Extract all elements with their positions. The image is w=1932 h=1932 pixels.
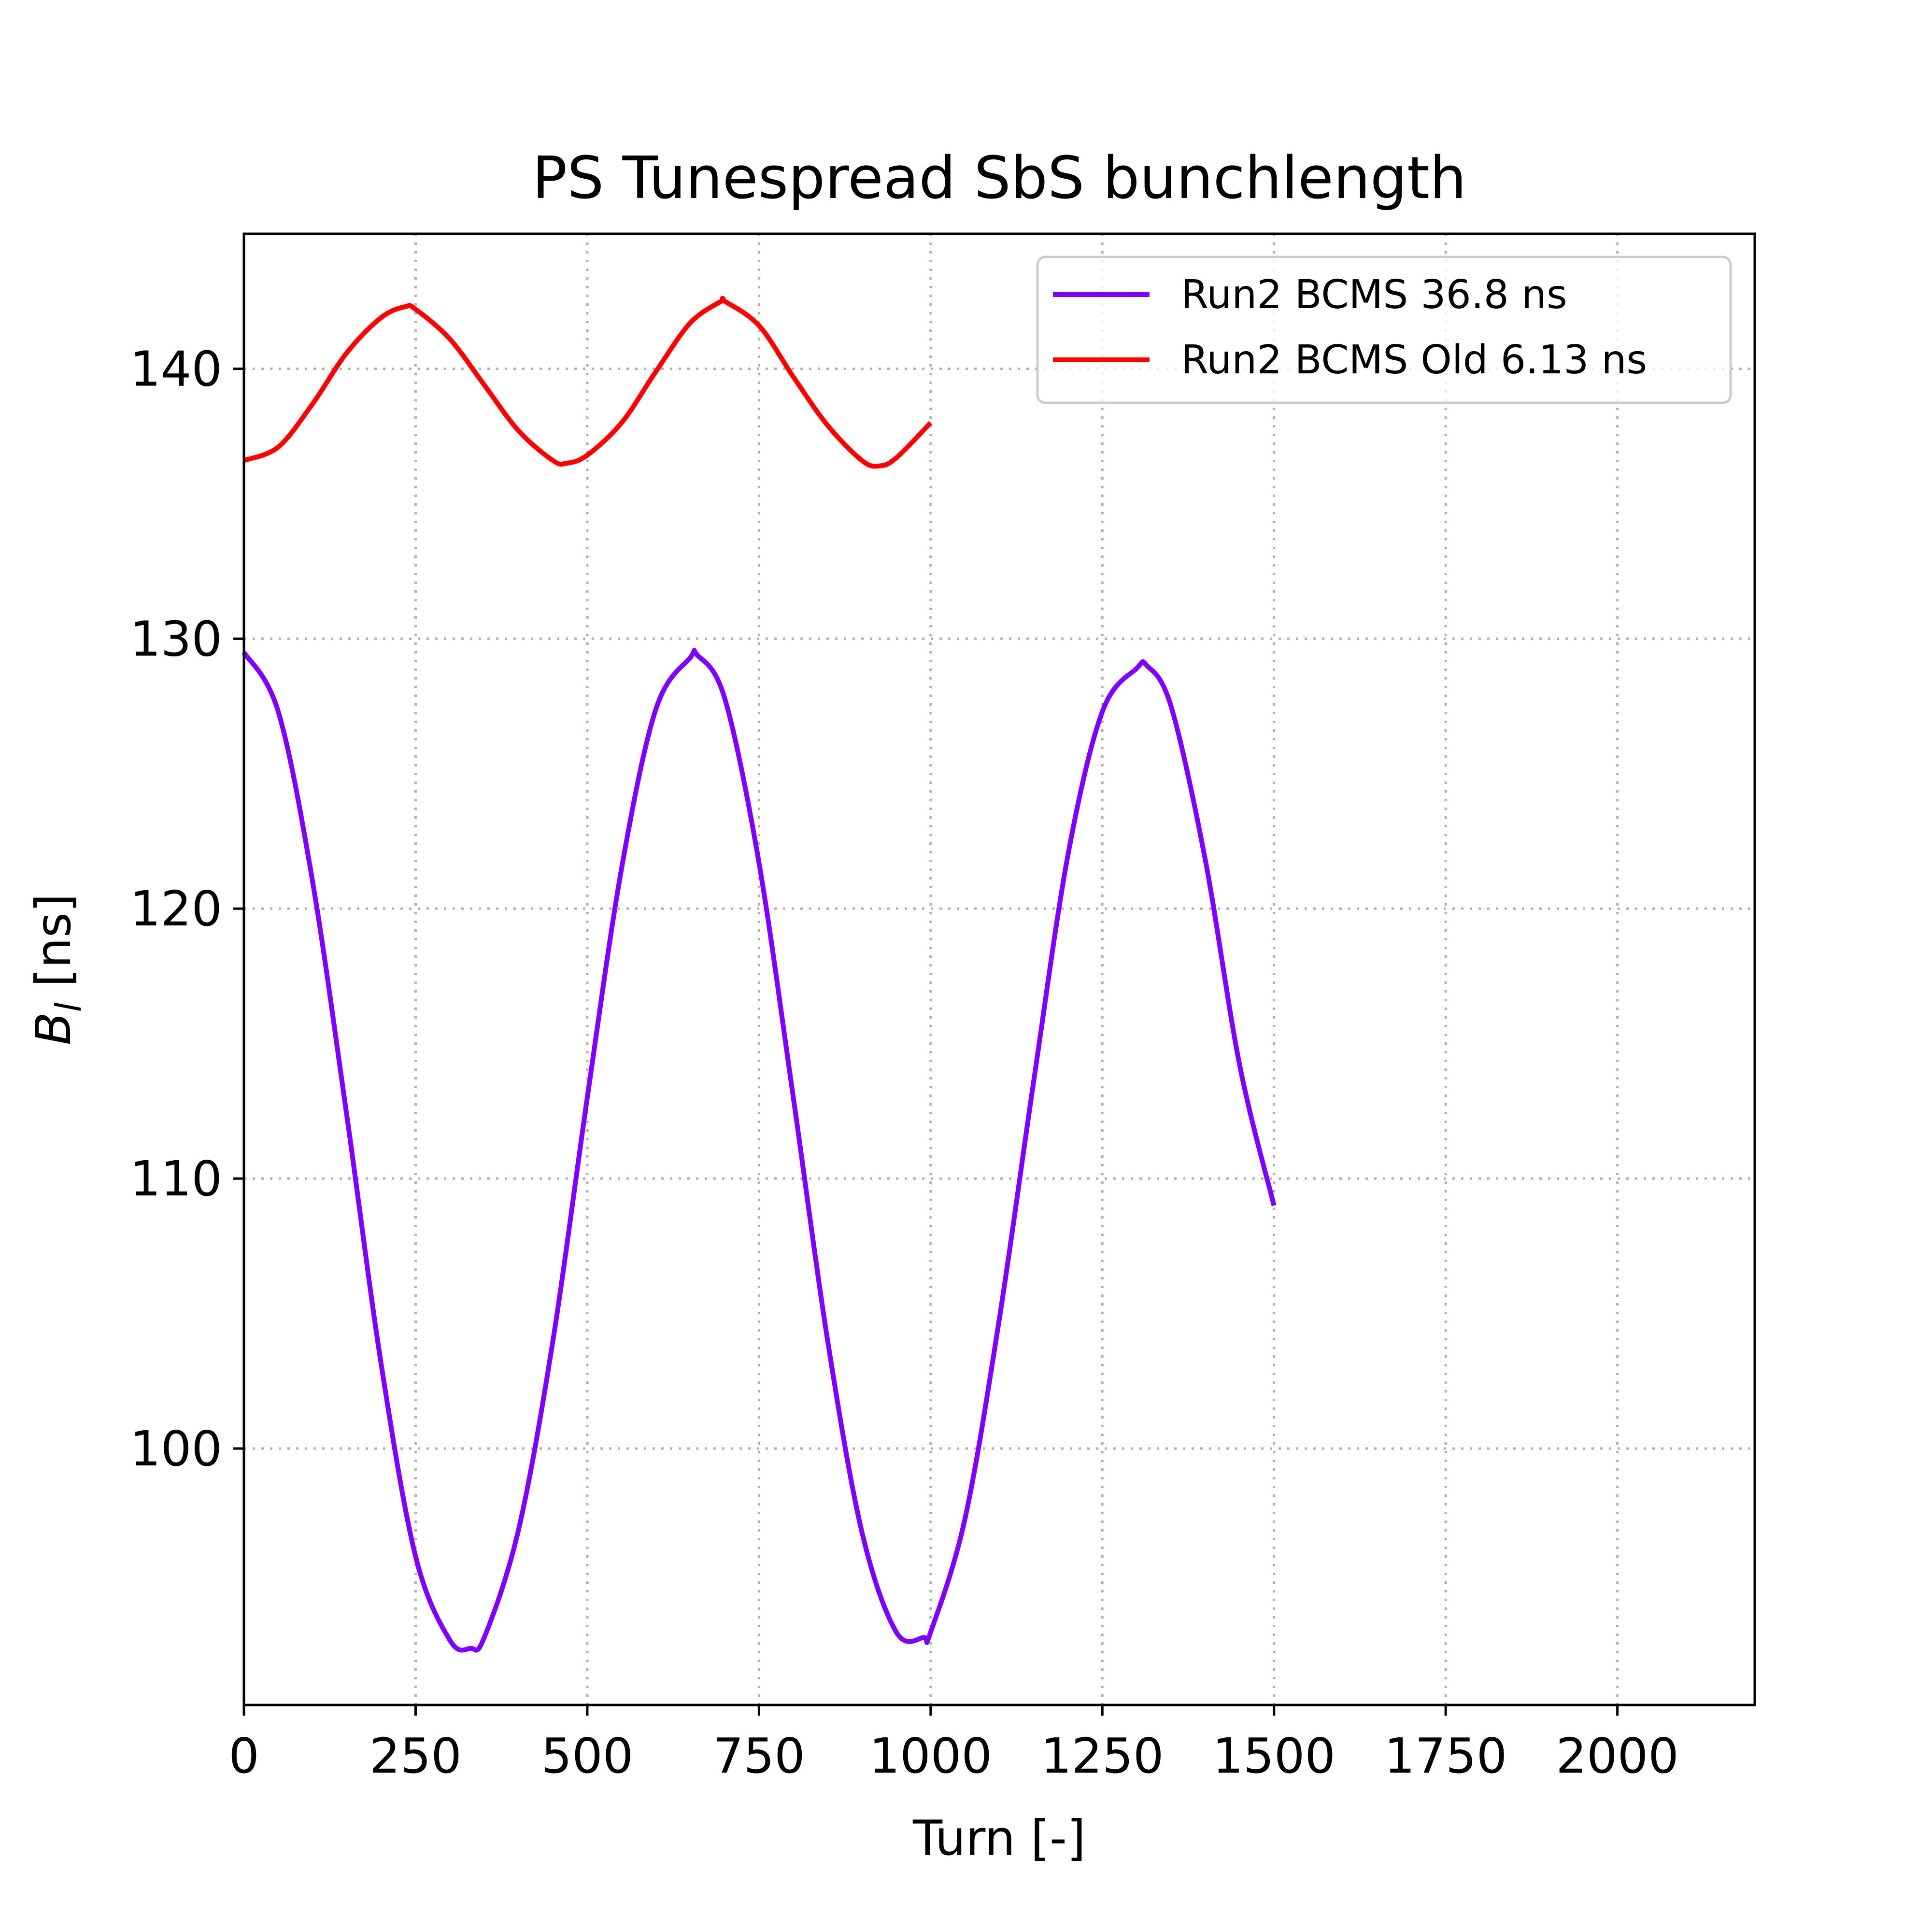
x-axis-ticks: 0 250 500 750 1000 1250 1500 1750 2000 [228, 1705, 1679, 1784]
x-tick-label: 750 [713, 1728, 805, 1784]
x-tick-label: 250 [369, 1728, 462, 1784]
legend-box [1036, 256, 1732, 404]
series-lines [242, 296, 1277, 1653]
y-axis-label-subscript: l [48, 1002, 89, 1012]
x-tick-label: 2000 [1556, 1728, 1679, 1784]
y-axis-label-symbol: B [25, 1012, 82, 1045]
plot-frame [242, 232, 1756, 1706]
y-axis-label: Bl [ns] [25, 894, 89, 1045]
legend-label-run2-bcms-old: Run2 BCMS Old 6.13 ns [1181, 337, 1647, 383]
y-tick-label: 100 [130, 1421, 222, 1477]
chart-title: PS Tunespread SbS bunchlength [532, 145, 1466, 212]
series-line-run2-bcms [242, 648, 1277, 1653]
x-axis-label: Turn [-] [912, 1810, 1086, 1866]
y-axis-label-unit: [ns] [25, 894, 82, 1002]
y-axis-ticks: 100 110 120 130 140 [130, 341, 244, 1477]
legend-label-run2-bcms: Run2 BCMS 36.8 ns [1181, 272, 1567, 318]
y-tick-label: 110 [130, 1151, 222, 1207]
legend: Run2 BCMS 36.8 ns Run2 BCMS Old 6.13 ns [1036, 256, 1732, 404]
series-line-run2-bcms-old [243, 296, 933, 469]
x-tick-label: 0 [228, 1728, 259, 1784]
x-tick-label: 500 [541, 1728, 633, 1784]
y-tick-label: 140 [130, 341, 222, 397]
x-tick-label: 1250 [1041, 1728, 1164, 1784]
y-tick-label: 120 [130, 881, 222, 937]
x-tick-label: 1500 [1212, 1728, 1335, 1784]
x-tick-label: 1000 [869, 1728, 993, 1784]
x-tick-label: 1750 [1384, 1728, 1507, 1784]
y-tick-label: 130 [130, 611, 222, 667]
